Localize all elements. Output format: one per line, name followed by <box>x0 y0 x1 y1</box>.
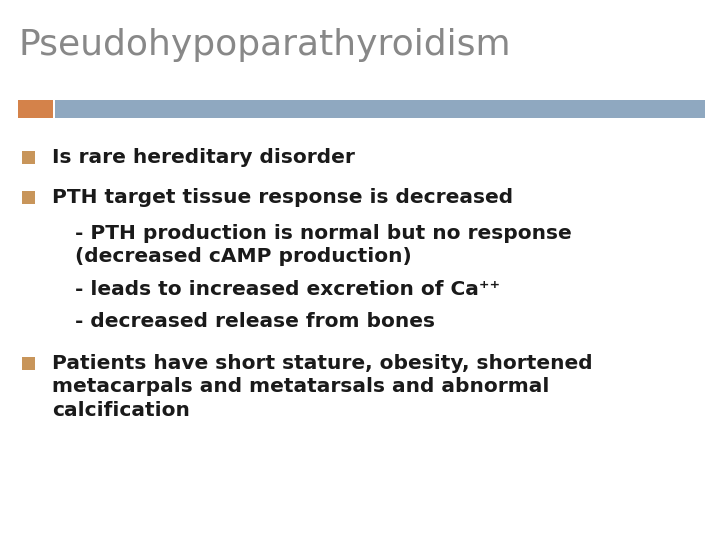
Text: PTH target tissue response is decreased: PTH target tissue response is decreased <box>52 188 513 207</box>
Bar <box>22 191 35 204</box>
Bar <box>18 100 53 118</box>
Text: Pseudohypoparathyroidism: Pseudohypoparathyroidism <box>18 28 510 62</box>
Bar <box>22 357 35 370</box>
Text: - PTH production is normal but no response
(decreased cAMP production): - PTH production is normal but no respon… <box>75 224 572 267</box>
Text: - leads to increased excretion of Ca⁺⁺: - leads to increased excretion of Ca⁺⁺ <box>75 280 500 299</box>
Text: Is rare hereditary disorder: Is rare hereditary disorder <box>52 148 355 167</box>
Text: - decreased release from bones: - decreased release from bones <box>75 312 435 331</box>
Text: Patients have short stature, obesity, shortened
metacarpals and metatarsals and : Patients have short stature, obesity, sh… <box>52 354 593 420</box>
Bar <box>55 100 705 118</box>
Bar <box>22 151 35 164</box>
